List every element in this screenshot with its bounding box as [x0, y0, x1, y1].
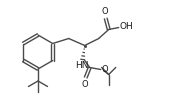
Text: OH: OH: [119, 22, 133, 31]
Text: HN: HN: [75, 61, 89, 71]
Text: O: O: [102, 64, 108, 74]
Text: O: O: [81, 80, 88, 89]
Text: O: O: [101, 7, 108, 16]
